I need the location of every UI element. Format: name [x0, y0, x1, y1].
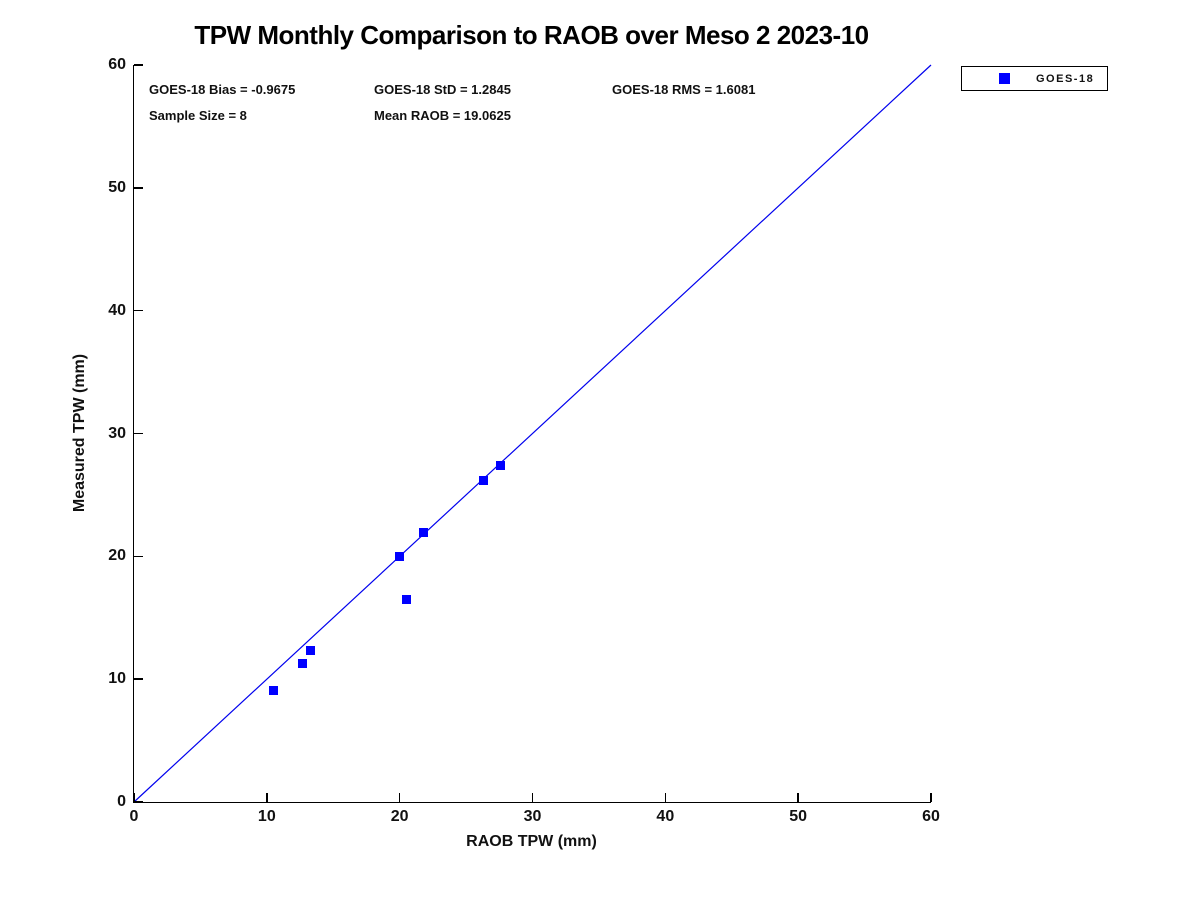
stat-std: GOES-18 StD = 1.2845	[374, 82, 511, 97]
data-point-marker	[478, 475, 488, 485]
x-tick-mark	[266, 793, 268, 802]
x-tick-mark	[531, 793, 534, 802]
y-tick-mark	[134, 555, 143, 558]
data-point-marker	[268, 685, 278, 695]
data-point-marker	[395, 551, 405, 561]
y-tick-mark	[134, 432, 143, 435]
y-tick-label: 60	[108, 56, 126, 73]
x-tick-label: 20	[390, 808, 409, 825]
stat-bias: GOES-18 Bias = -0.9675	[149, 82, 296, 97]
y-tick-mark	[134, 64, 143, 66]
x-tick-label: 60	[922, 808, 940, 825]
x-tick-mark	[930, 793, 932, 802]
stat-sample-size: Sample Size = 8	[149, 108, 247, 123]
legend-marker-square-icon	[999, 73, 1010, 84]
y-tick-label: 50	[108, 178, 126, 196]
identity-line	[133, 64, 932, 803]
y-tick-mark	[134, 187, 143, 189]
data-point-marker	[298, 658, 308, 668]
y-tick-labels: 0 10 20 30 40 50 60	[0, 56, 126, 810]
data-point-marker	[401, 594, 411, 604]
x-tick-mark	[398, 793, 401, 802]
data-point-marker	[419, 528, 429, 538]
x-tick-label: 10	[257, 808, 276, 825]
x-tick-label: 30	[523, 808, 542, 825]
data-point-marker	[306, 646, 316, 656]
y-tick-mark	[134, 801, 143, 803]
y-tick-label: 30	[108, 424, 126, 442]
x-tick-mark	[797, 793, 799, 802]
chart-title: TPW Monthly Comparison to RAOB over Meso…	[194, 20, 869, 50]
stat-rms: GOES-18 RMS = 1.6081	[612, 82, 756, 97]
y-tick-label: 20	[108, 547, 126, 565]
legend-label-goes18: GOES-18	[1036, 72, 1095, 85]
y-tick-label: 40	[108, 301, 126, 319]
x-tick-mark	[133, 793, 135, 802]
y-tick-mark	[134, 678, 143, 680]
x-tick-label: 0	[129, 808, 139, 825]
y-tick-mark	[134, 309, 143, 312]
plot-area	[133, 64, 932, 803]
x-tick-label: 50	[789, 808, 808, 825]
x-axis-label: RAOB TPW (mm)	[466, 833, 597, 850]
x-tick-label: 40	[656, 808, 675, 825]
x-tick-mark	[664, 793, 667, 802]
identity-line-layer	[133, 64, 932, 803]
y-tick-label: 0	[117, 793, 126, 810]
stat-mean-raob: Mean RAOB = 19.0625	[374, 108, 511, 123]
y-tick-label: 10	[108, 670, 126, 688]
x-tick-labels: 0 10 20 30 40 50 60	[130, 808, 940, 830]
y-axis-label: Measured TPW (mm)	[71, 353, 88, 513]
legend: GOES-18	[961, 66, 1108, 91]
data-point-marker	[496, 460, 506, 470]
